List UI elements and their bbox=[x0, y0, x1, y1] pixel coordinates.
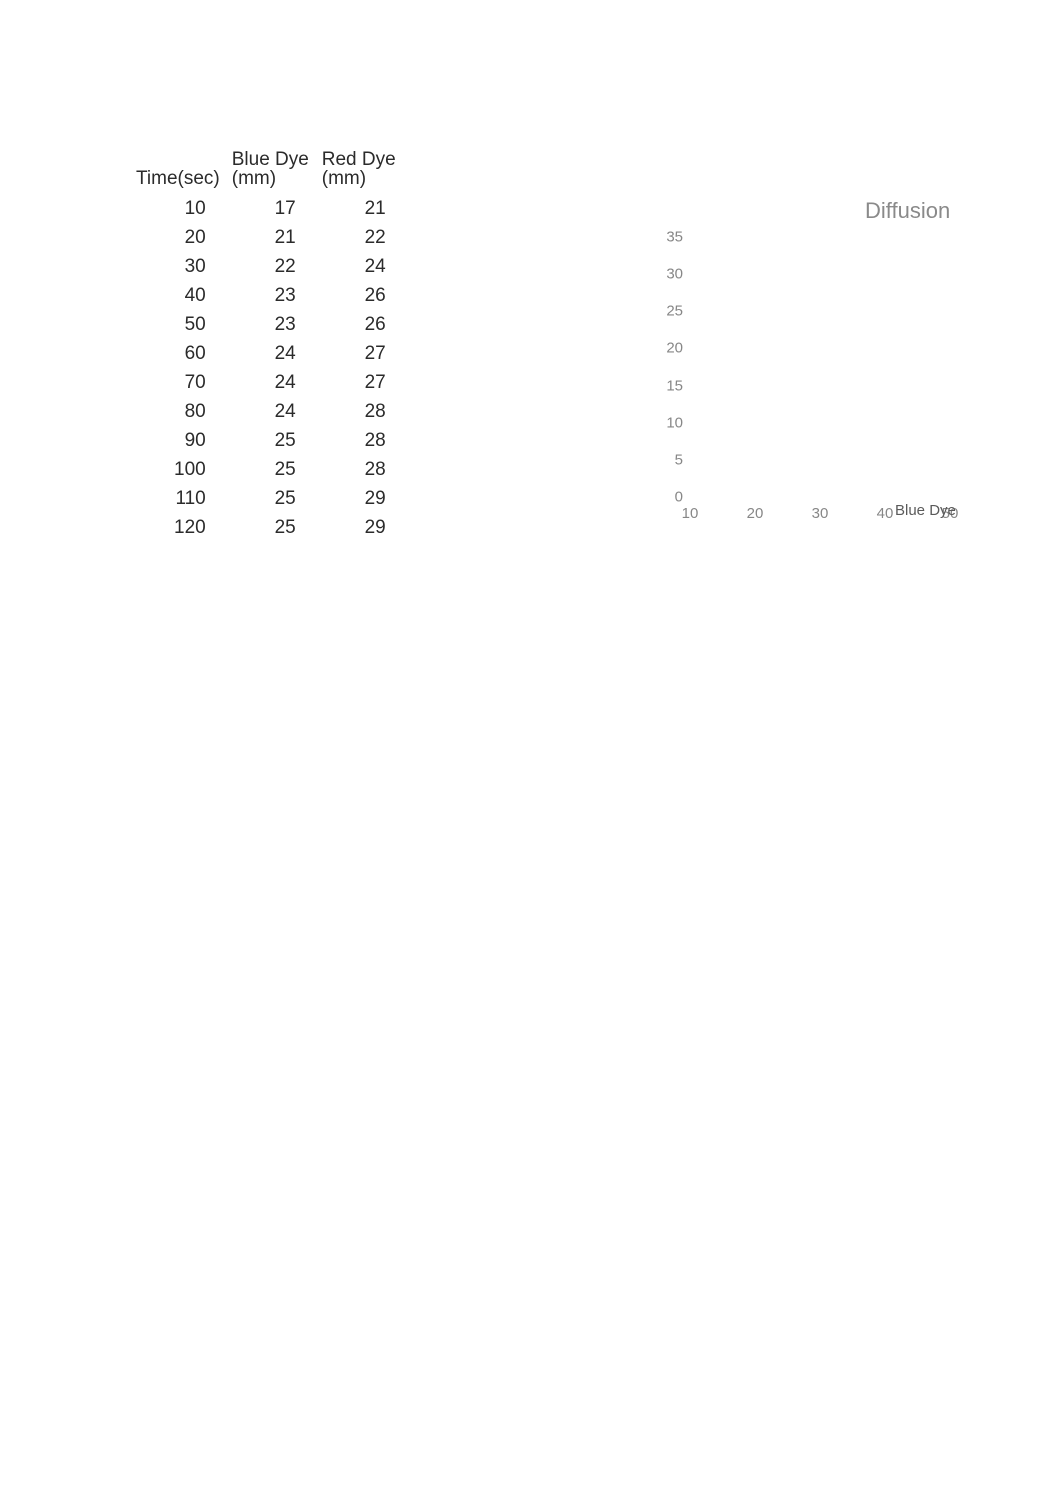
diffusion-data-table: Time(sec) Blue Dye (mm) Red Dye (mm) 101… bbox=[130, 150, 406, 542]
cell-time: 100 bbox=[130, 455, 226, 484]
chart-title: Diffusion bbox=[865, 198, 950, 224]
table-row: 1202529 bbox=[130, 513, 406, 542]
chart-y-tick: 20 bbox=[653, 340, 683, 357]
chart-legend-label: Blue Dye bbox=[895, 502, 956, 519]
cell-blue-dye: 25 bbox=[226, 455, 316, 484]
cell-blue-dye: 21 bbox=[226, 223, 316, 252]
cell-blue-dye: 25 bbox=[226, 426, 316, 455]
cell-red-dye: 27 bbox=[316, 339, 406, 368]
cell-blue-dye: 24 bbox=[226, 339, 316, 368]
table-row: 1102529 bbox=[130, 484, 406, 513]
table-row: 502326 bbox=[130, 310, 406, 339]
chart-x-tick: 10 bbox=[682, 505, 699, 522]
table-row: 602427 bbox=[130, 339, 406, 368]
chart-x-tick: 20 bbox=[747, 505, 764, 522]
chart-y-tick: 15 bbox=[653, 377, 683, 394]
cell-blue-dye: 23 bbox=[226, 310, 316, 339]
cell-time: 70 bbox=[130, 368, 226, 397]
cell-time: 10 bbox=[130, 194, 226, 223]
chart-y-tick: 5 bbox=[653, 451, 683, 468]
cell-red-dye: 28 bbox=[316, 426, 406, 455]
table-header-row: Time(sec) Blue Dye (mm) Red Dye (mm) bbox=[130, 150, 406, 194]
chart-y-tick: 25 bbox=[653, 303, 683, 320]
chart-x-tick: 40 bbox=[877, 505, 894, 522]
table-row: 702427 bbox=[130, 368, 406, 397]
chart-y-tick: 35 bbox=[653, 229, 683, 246]
table-body: 1017212021223022244023265023266024277024… bbox=[130, 194, 406, 542]
table-row: 101721 bbox=[130, 194, 406, 223]
cell-red-dye: 28 bbox=[316, 455, 406, 484]
cell-red-dye: 29 bbox=[316, 484, 406, 513]
cell-blue-dye: 17 bbox=[226, 194, 316, 223]
col-header-time: Time(sec) bbox=[130, 150, 226, 194]
page: Time(sec) Blue Dye (mm) Red Dye (mm) 101… bbox=[0, 0, 1062, 1506]
cell-time: 20 bbox=[130, 223, 226, 252]
cell-blue-dye: 23 bbox=[226, 281, 316, 310]
cell-time: 50 bbox=[130, 310, 226, 339]
cell-time: 120 bbox=[130, 513, 226, 542]
chart-y-tick: 0 bbox=[653, 489, 683, 506]
cell-time: 110 bbox=[130, 484, 226, 513]
cell-time: 40 bbox=[130, 281, 226, 310]
table-row: 902528 bbox=[130, 426, 406, 455]
table-row: 1002528 bbox=[130, 455, 406, 484]
cell-time: 60 bbox=[130, 339, 226, 368]
chart-y-tick: 30 bbox=[653, 266, 683, 283]
cell-time: 90 bbox=[130, 426, 226, 455]
chart-plot-area: 051015202530351020304050 bbox=[655, 237, 955, 502]
cell-blue-dye: 24 bbox=[226, 368, 316, 397]
cell-red-dye: 26 bbox=[316, 310, 406, 339]
cell-blue-dye: 22 bbox=[226, 252, 316, 281]
cell-blue-dye: 25 bbox=[226, 484, 316, 513]
cell-red-dye: 24 bbox=[316, 252, 406, 281]
col-header-red-dye: Red Dye (mm) bbox=[316, 150, 406, 194]
cell-red-dye: 27 bbox=[316, 368, 406, 397]
cell-red-dye: 29 bbox=[316, 513, 406, 542]
cell-red-dye: 21 bbox=[316, 194, 406, 223]
chart-x-tick: 30 bbox=[812, 505, 829, 522]
cell-red-dye: 22 bbox=[316, 223, 406, 252]
table-row: 202122 bbox=[130, 223, 406, 252]
cell-blue-dye: 25 bbox=[226, 513, 316, 542]
table-row: 802428 bbox=[130, 397, 406, 426]
cell-red-dye: 28 bbox=[316, 397, 406, 426]
table-row: 402326 bbox=[130, 281, 406, 310]
cell-time: 80 bbox=[130, 397, 226, 426]
cell-time: 30 bbox=[130, 252, 226, 281]
cell-red-dye: 26 bbox=[316, 281, 406, 310]
table-row: 302224 bbox=[130, 252, 406, 281]
chart-y-tick: 10 bbox=[653, 414, 683, 431]
col-header-blue-dye: Blue Dye (mm) bbox=[226, 150, 316, 194]
cell-blue-dye: 24 bbox=[226, 397, 316, 426]
